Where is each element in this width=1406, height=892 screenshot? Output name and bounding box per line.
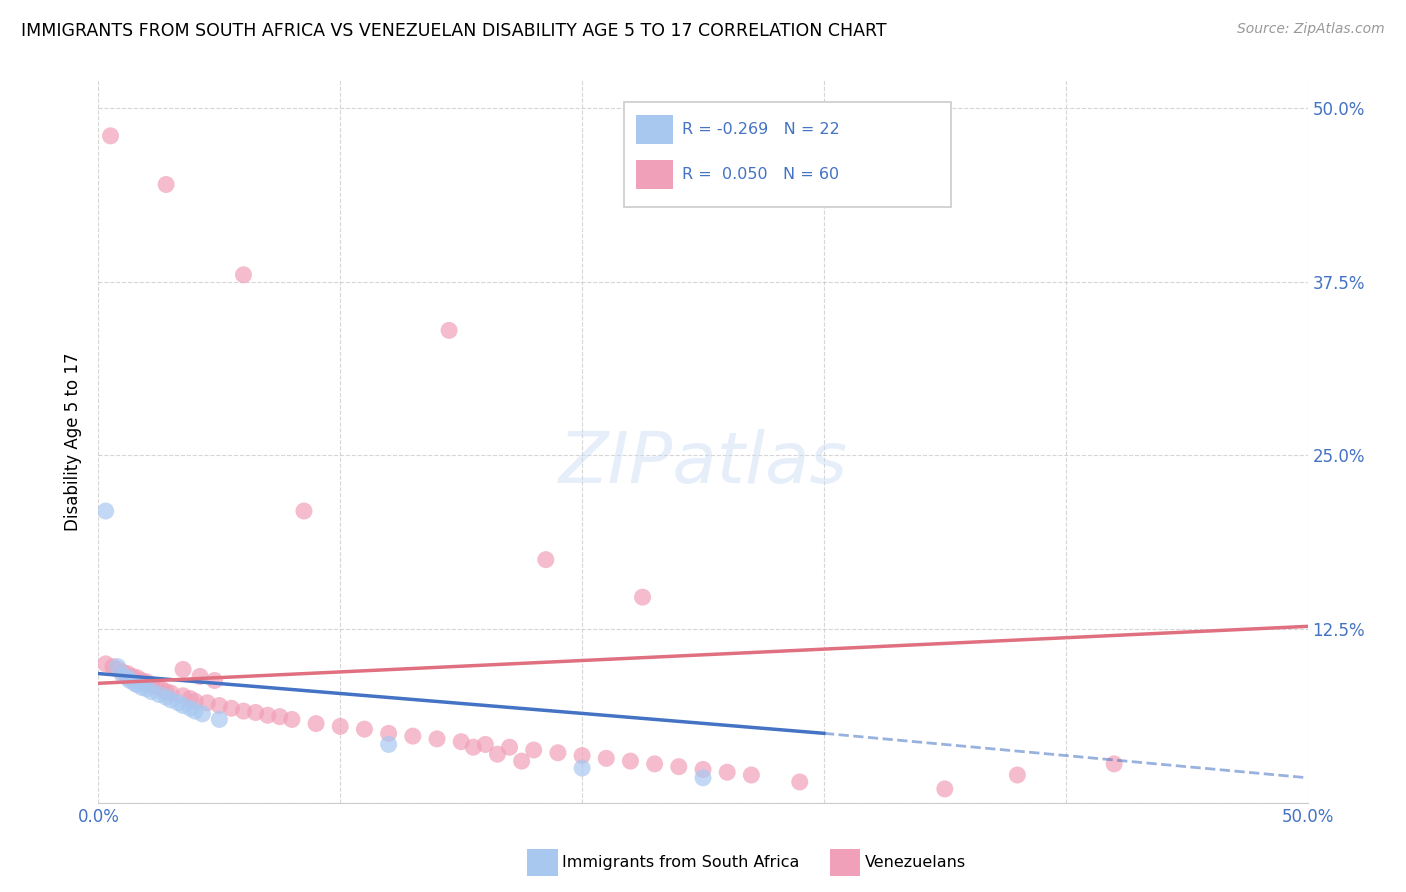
Point <box>208 713 231 727</box>
Point <box>184 694 207 708</box>
Point <box>131 673 153 688</box>
Point <box>353 722 375 736</box>
Y-axis label: Disability Age 5 to 17: Disability Age 5 to 17 <box>65 352 83 531</box>
Point <box>188 669 211 683</box>
Point <box>160 693 183 707</box>
Point <box>131 681 153 695</box>
Point <box>305 716 328 731</box>
FancyBboxPatch shape <box>637 160 672 189</box>
Point <box>692 763 714 777</box>
Point <box>107 659 129 673</box>
Point <box>463 740 485 755</box>
Text: IMMIGRANTS FROM SOUTH AFRICA VS VENEZUELAN DISABILITY AGE 5 TO 17 CORRELATION CH: IMMIGRANTS FROM SOUTH AFRICA VS VENEZUEL… <box>21 22 887 40</box>
Point <box>155 690 177 705</box>
Point <box>179 701 201 715</box>
Point <box>644 756 666 771</box>
Text: Immigrants from South Africa: Immigrants from South Africa <box>562 855 800 870</box>
Point <box>474 738 496 752</box>
Point <box>692 771 714 785</box>
Point <box>160 686 183 700</box>
Point <box>117 671 139 685</box>
Point <box>107 662 129 676</box>
Point <box>100 128 122 143</box>
Point <box>329 719 352 733</box>
Point <box>148 687 170 701</box>
Text: R =  0.050   N = 60: R = 0.050 N = 60 <box>682 167 839 182</box>
Point <box>450 734 472 748</box>
Point <box>117 666 139 681</box>
Point <box>135 674 157 689</box>
Point <box>155 178 177 192</box>
Text: ZIPatlas: ZIPatlas <box>558 429 848 498</box>
Point <box>141 684 163 698</box>
Point <box>571 761 593 775</box>
Point <box>127 678 149 692</box>
Point <box>221 701 243 715</box>
Point <box>716 765 738 780</box>
Point <box>377 738 399 752</box>
Point <box>172 698 194 713</box>
Point <box>256 708 278 723</box>
Point <box>377 726 399 740</box>
FancyBboxPatch shape <box>624 102 950 207</box>
Point <box>269 709 291 723</box>
Point <box>94 504 117 518</box>
Point <box>426 731 449 746</box>
Point <box>111 668 134 682</box>
Point <box>281 713 304 727</box>
Point <box>631 590 654 604</box>
Point <box>191 706 214 721</box>
Point <box>150 681 173 696</box>
Point <box>1007 768 1029 782</box>
Point <box>534 552 557 566</box>
Point <box>127 671 149 685</box>
Point <box>595 751 617 765</box>
Text: R = -0.269   N = 22: R = -0.269 N = 22 <box>682 122 841 136</box>
Point <box>571 748 593 763</box>
Text: Source: ZipAtlas.com: Source: ZipAtlas.com <box>1237 22 1385 37</box>
Point <box>124 676 146 690</box>
Point <box>208 698 231 713</box>
Point <box>232 268 254 282</box>
Point <box>740 768 762 782</box>
Point <box>172 689 194 703</box>
Point <box>619 754 641 768</box>
Point <box>668 760 690 774</box>
Point <box>111 665 134 680</box>
Point <box>145 679 167 693</box>
Point <box>155 684 177 698</box>
Point <box>118 673 141 688</box>
Point <box>94 657 117 671</box>
Point <box>498 740 520 755</box>
Point <box>232 704 254 718</box>
Point <box>184 704 207 718</box>
Point <box>437 323 460 337</box>
Point <box>510 754 533 768</box>
Point <box>245 706 267 720</box>
Point <box>486 747 509 761</box>
FancyBboxPatch shape <box>637 115 672 144</box>
Point <box>101 659 124 673</box>
Point <box>789 775 811 789</box>
Point <box>141 678 163 692</box>
Point <box>1102 756 1125 771</box>
Point <box>402 729 425 743</box>
Point <box>172 662 194 676</box>
Point <box>204 673 226 688</box>
Point <box>195 696 218 710</box>
Point <box>135 681 157 696</box>
Point <box>121 669 143 683</box>
Text: Venezuelans: Venezuelans <box>865 855 966 870</box>
Point <box>167 696 190 710</box>
Point <box>547 746 569 760</box>
Point <box>934 781 956 796</box>
Point <box>523 743 546 757</box>
Point <box>179 691 201 706</box>
Point <box>292 504 315 518</box>
